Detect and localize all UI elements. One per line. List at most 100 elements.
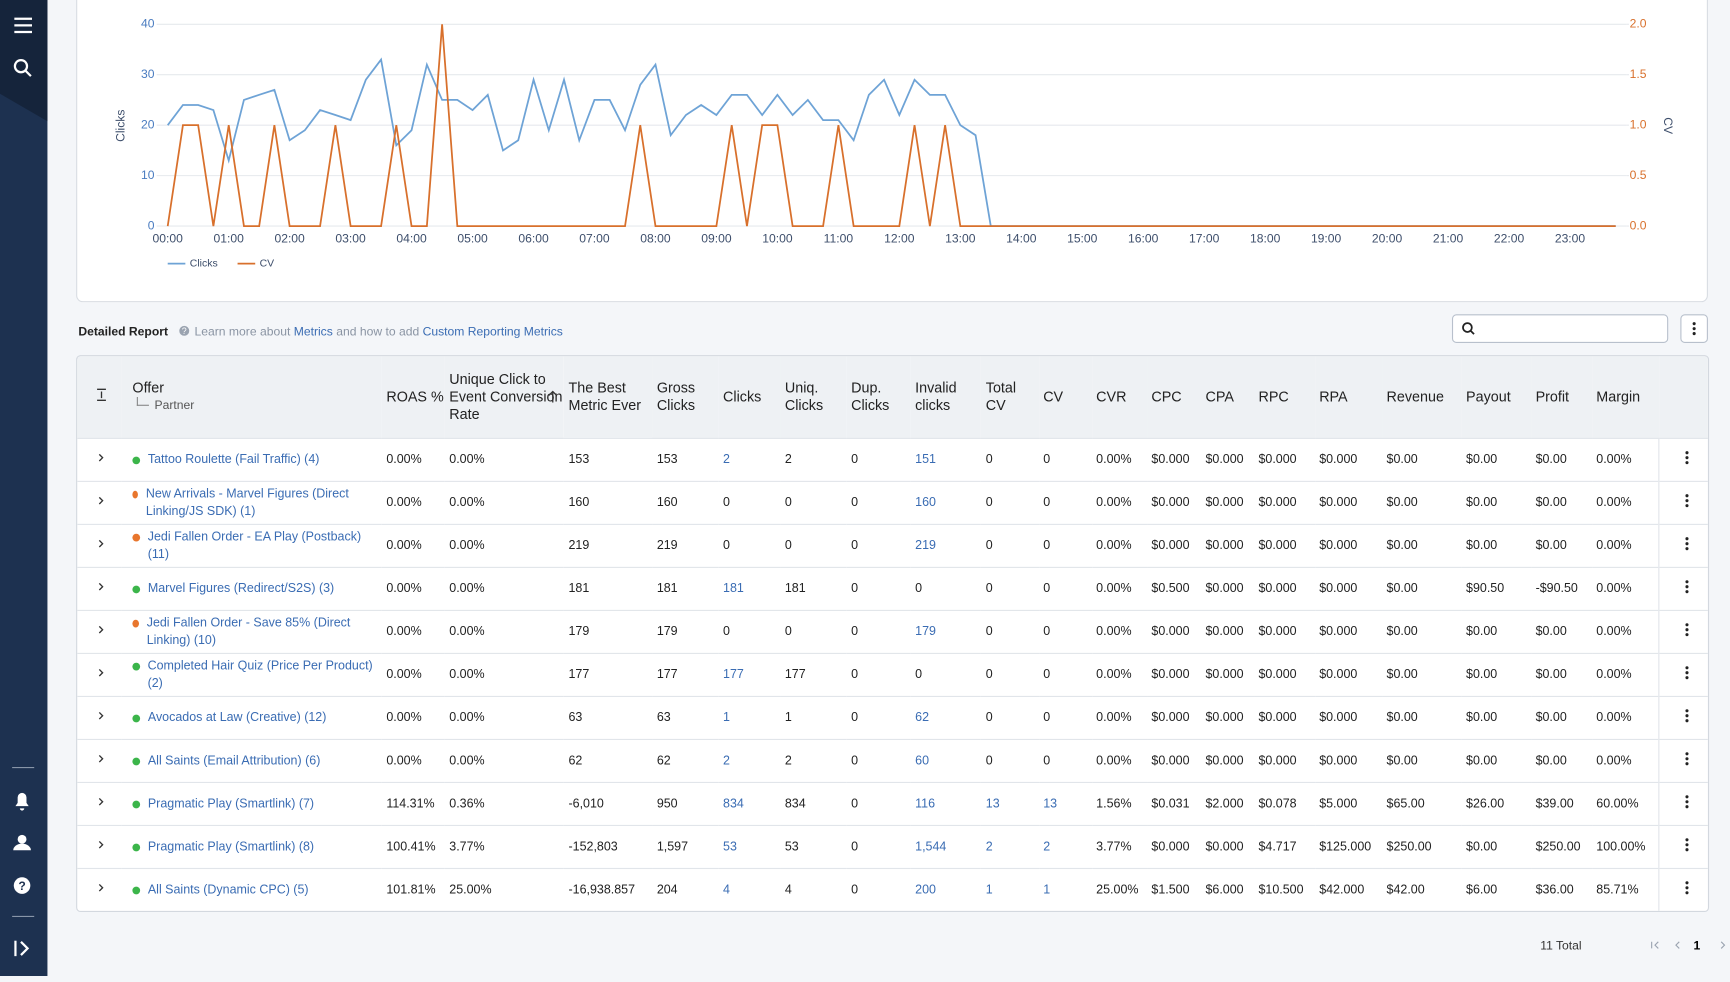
row-actions[interactable] bbox=[1658, 738, 1708, 783]
cell: $0.000 bbox=[1201, 609, 1255, 654]
cell: $0.000 bbox=[1314, 738, 1383, 783]
cell: 160 bbox=[564, 480, 653, 525]
search-icon[interactable] bbox=[13, 59, 32, 77]
expand-button[interactable] bbox=[77, 437, 122, 482]
svg-text:?: ? bbox=[182, 326, 187, 336]
table-row: All Saints (Email Attribution) (6) 0.00% 0… bbox=[77, 738, 1708, 783]
expand-button[interactable] bbox=[77, 781, 122, 826]
cell[interactable]: 2 bbox=[718, 437, 781, 482]
row-actions[interactable] bbox=[1658, 437, 1708, 482]
row-actions[interactable] bbox=[1658, 480, 1708, 525]
chevron bbox=[98, 883, 104, 891]
cell: 0.00% bbox=[444, 652, 565, 697]
cell[interactable]: 1 bbox=[981, 867, 1039, 911]
cell: $0.000 bbox=[1254, 695, 1315, 740]
cell[interactable]: 1 bbox=[1038, 867, 1092, 911]
offer-link[interactable]: Avocados at Law (Creative) (12) bbox=[147, 711, 327, 725]
cell: 0 bbox=[981, 566, 1039, 611]
search-input[interactable] bbox=[1451, 314, 1669, 343]
cell[interactable]: 13 bbox=[1038, 781, 1092, 826]
expand-button[interactable] bbox=[77, 652, 122, 697]
row-actions[interactable] bbox=[1658, 652, 1708, 697]
y-tick-label: 20 bbox=[141, 117, 155, 131]
user-icon[interactable] bbox=[13, 834, 31, 851]
cell: $0.000 bbox=[1314, 652, 1383, 697]
cell[interactable]: 1,544 bbox=[910, 824, 982, 869]
pager: 1 bbox=[1650, 939, 1730, 953]
cell: $0.000 bbox=[1314, 480, 1383, 525]
cell[interactable]: 179 bbox=[910, 609, 982, 654]
cell[interactable]: 219 bbox=[910, 523, 982, 568]
metrics-link[interactable]: Metrics bbox=[293, 325, 333, 339]
offer-link[interactable]: All Saints (Email Attribution) (6) bbox=[147, 754, 321, 768]
x-tick-label: 03:00 bbox=[335, 232, 366, 246]
expand-icon[interactable] bbox=[14, 940, 30, 957]
offer-link[interactable]: Completed Hair Quiz (Price Per Product) … bbox=[147, 659, 373, 691]
cell[interactable]: 181 bbox=[718, 566, 781, 611]
cell[interactable]: 2 bbox=[1038, 824, 1092, 869]
cell[interactable]: 53 bbox=[718, 824, 781, 869]
cell: 181 bbox=[780, 566, 847, 611]
cell[interactable]: 62 bbox=[910, 695, 982, 740]
cell[interactable]: 177 bbox=[718, 652, 781, 697]
kebab-icon bbox=[1685, 880, 1689, 894]
cell: $0.00 bbox=[1461, 480, 1532, 525]
cell: 181 bbox=[652, 566, 719, 611]
more-button[interactable] bbox=[1680, 314, 1708, 343]
cell[interactable]: 1 bbox=[718, 695, 781, 740]
row-actions[interactable] bbox=[1658, 867, 1708, 911]
menu-icon[interactable] bbox=[14, 17, 32, 34]
cell[interactable]: 60 bbox=[910, 738, 982, 783]
row-actions[interactable] bbox=[1658, 824, 1708, 869]
column-header: CPA bbox=[1201, 356, 1255, 439]
cell[interactable]: 2 bbox=[718, 738, 781, 783]
offer-link[interactable]: Jedi Fallen Order - EA Play (Postback) (… bbox=[147, 530, 362, 562]
cell[interactable]: 160 bbox=[910, 480, 982, 525]
cell[interactable]: 200 bbox=[910, 867, 982, 911]
expand-button[interactable] bbox=[77, 480, 122, 525]
expand-button[interactable] bbox=[77, 695, 122, 740]
column-header: Gross Clicks bbox=[652, 356, 719, 439]
bell-icon[interactable] bbox=[15, 792, 29, 811]
cell[interactable]: 151 bbox=[910, 437, 982, 482]
offer-link[interactable]: Marvel Figures (Redirect/S2S) (3) bbox=[147, 582, 335, 596]
cell[interactable]: 116 bbox=[910, 781, 982, 826]
expand-button[interactable] bbox=[77, 523, 122, 568]
cell: 0 bbox=[981, 480, 1039, 525]
cell[interactable]: 4 bbox=[718, 867, 781, 911]
expand-button[interactable] bbox=[77, 824, 122, 869]
cell: 60.00% bbox=[1591, 781, 1660, 826]
row-actions[interactable] bbox=[1658, 523, 1708, 568]
offer-link[interactable]: Jedi Fallen Order - Save 85% (Direct Lin… bbox=[146, 616, 351, 648]
row-actions[interactable] bbox=[1658, 695, 1708, 740]
chevron bbox=[98, 453, 104, 461]
row-actions[interactable] bbox=[1658, 566, 1708, 611]
cell[interactable]: 834 bbox=[718, 781, 781, 826]
y2-tick-label: 0.5 bbox=[1630, 168, 1647, 182]
pager-arrows[interactable] bbox=[1650, 941, 1730, 949]
expand-button[interactable] bbox=[77, 609, 122, 654]
offer-link[interactable]: New Arrivals - Marvel Figures (Direct Li… bbox=[145, 487, 349, 519]
offer-link[interactable]: All Saints (Dynamic CPC) (5) bbox=[147, 883, 309, 897]
custom-metrics-link[interactable]: Custom Reporting Metrics bbox=[422, 325, 563, 339]
sort-icon[interactable] bbox=[548, 390, 559, 403]
row-actions[interactable] bbox=[1658, 781, 1708, 826]
expand-button[interactable] bbox=[77, 738, 122, 783]
cell[interactable]: 13 bbox=[981, 781, 1039, 826]
expand-button[interactable] bbox=[77, 566, 122, 611]
cell: 0.00% bbox=[1091, 523, 1147, 568]
offer-link[interactable]: Tattoo Roulette (Fail Traffic) (4) bbox=[147, 453, 320, 467]
offer-link[interactable]: Pragmatic Play (Smartlink) (8) bbox=[147, 840, 315, 854]
cell: 0.00% bbox=[381, 738, 445, 783]
kebab-icon bbox=[1685, 751, 1689, 765]
offer-link[interactable]: Pragmatic Play (Smartlink) (7) bbox=[147, 797, 315, 811]
help-icon[interactable]: ? bbox=[13, 877, 31, 894]
collapse-all[interactable] bbox=[77, 356, 122, 439]
row-actions[interactable] bbox=[1658, 609, 1708, 654]
expand-button[interactable] bbox=[77, 867, 122, 911]
page-number[interactable]: 1 bbox=[1693, 939, 1700, 953]
header-title: CPC bbox=[1151, 388, 1182, 405]
offer-cell: Avocados at Law (Creative) (12) bbox=[121, 695, 382, 740]
cell: -16,938.857 bbox=[564, 867, 653, 911]
cell[interactable]: 2 bbox=[981, 824, 1039, 869]
